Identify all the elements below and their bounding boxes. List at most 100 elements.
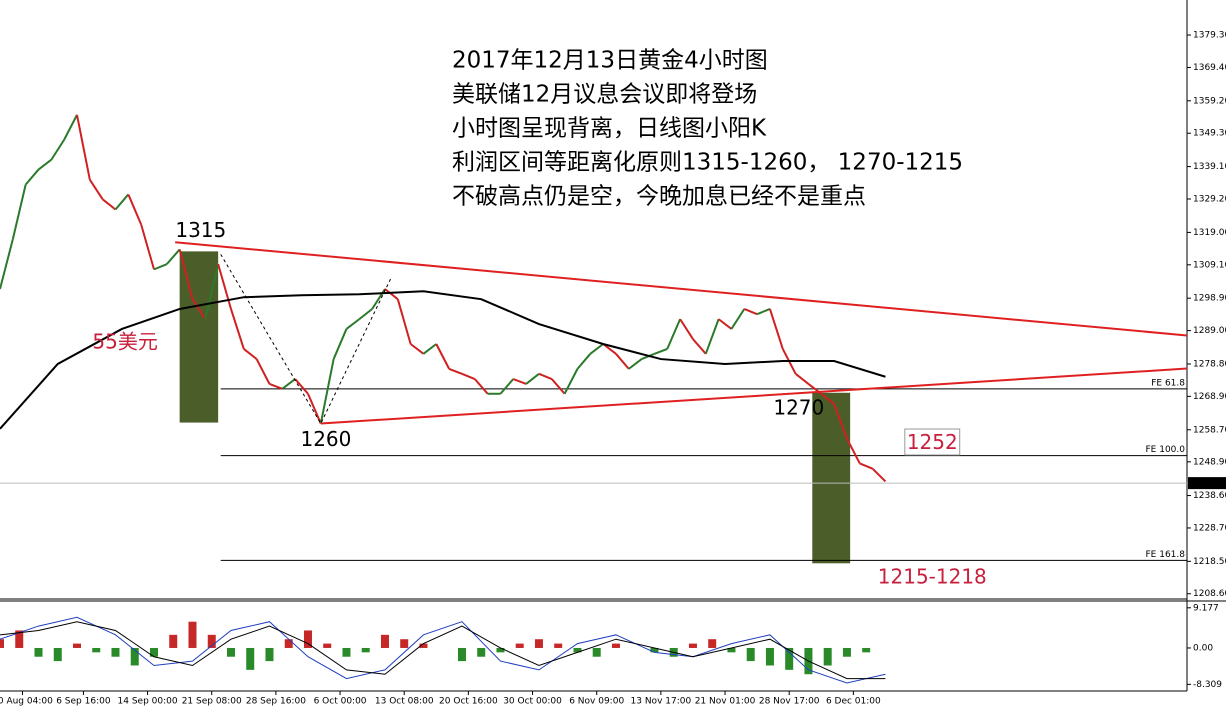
price-segment [178,249,194,300]
annotation: 1315 [175,218,226,242]
price-segment [88,179,104,200]
y-tick-label: 1379.30 [1193,31,1226,41]
price-segment [666,318,682,350]
histogram-bar [169,634,178,648]
histogram-bar [53,647,62,662]
x-tick-label: 20 Oct 16:00 [439,697,498,707]
price-segment [410,343,425,355]
histogram-bar [842,647,851,657]
y-tick-label: 1309.10 [1193,260,1226,270]
price-segment [730,308,746,330]
y-tick-label: 1349.30 [1193,129,1226,139]
price-segment [525,373,540,385]
y-tick-label: 1278.80 [1193,359,1226,369]
histogram-bar [785,647,794,670]
histogram-bar [573,647,582,653]
price-segment [255,358,271,385]
x-tick-label: 30 Aug 04:00 [0,697,53,707]
annotation: 1270 [773,395,824,419]
x-tick-label: 21 Nov 01:00 [695,697,756,707]
price-segment [846,438,861,464]
histogram-bar [650,647,659,653]
x-tick-label: 30 Oct 00:00 [503,697,562,707]
histogram-bar [72,643,81,648]
annotation: 1260 [300,427,351,451]
x-tick-label: 6 Oct 00:00 [314,697,367,707]
histogram-bar [380,634,389,648]
price-segment [358,308,373,320]
x-tick-label: 28 Nov 17:00 [759,697,820,707]
histogram-bar [265,647,274,662]
price-segment [345,318,360,330]
price-segment [127,194,143,225]
price-segment [396,298,412,345]
y-tick-label: 9.177 [1193,603,1219,613]
histogram-bar [0,639,4,648]
histogram-bar [477,647,486,657]
y-tick-label: 1369.40 [1193,63,1226,73]
price-segment [692,338,707,355]
oscillator-line [0,616,886,684]
price-segment [602,343,617,355]
price-segment [448,367,463,375]
zone [812,392,851,564]
price-segment [794,373,810,385]
price-segment [384,288,399,300]
histogram-bar [496,647,505,653]
histogram-bar [188,621,197,648]
price-segment [820,392,835,405]
histogram-bar [765,647,774,666]
title-line: 不破高点仍是空，今晚加息已经不是重点 [452,184,866,210]
histogram-bar [688,643,697,648]
price-segment [114,193,130,211]
price-segment [63,114,78,141]
y-tick-label: 1248.90 [1193,457,1226,467]
price-segment [281,378,296,390]
price-segment [24,168,40,186]
price-segment [871,468,887,483]
zigzag [220,254,392,425]
histogram-bar [111,647,120,657]
title-line: 美联储12月议息会议即将登场 [452,82,757,108]
price-segment [474,378,489,395]
price-segment [140,224,155,270]
histogram-bar [419,643,428,648]
price-segment [435,343,451,370]
price-segment [551,378,566,395]
price-segment [512,378,527,385]
x-tick-label: 6 Nov 09:00 [569,697,624,707]
price-segment [654,347,668,355]
histogram-bar [15,630,24,648]
fib-label: FE 161.8 [1146,550,1186,560]
price-segment [833,403,848,439]
annotation: 55美元 [92,330,157,354]
price-segment [332,328,348,360]
price-segment [859,462,873,470]
price-segment [307,393,322,424]
annotation: 1215-1218 [878,565,987,589]
price-segment [756,308,771,316]
histogram-bar [708,639,717,648]
histogram-bar [534,639,543,648]
x-tick-label: 13 Nov 17:00 [631,697,692,707]
trend-line [320,367,1188,425]
fib-label: FE 100.0 [1146,445,1186,455]
x-tick-label: 13 Oct 08:00 [375,697,434,707]
histogram-bar [592,647,601,657]
moving-average [0,290,886,430]
price-segment [499,378,515,395]
price-segment [768,308,784,350]
x-tick-label: 21 Sep 08:00 [182,697,242,707]
price-segment [269,383,283,390]
price-segment [153,263,168,271]
x-tick-label: 28 Sep 16:00 [246,697,306,707]
y-tick-label: 1329.20 [1193,195,1226,205]
price-segment [204,263,220,320]
zone [179,251,219,423]
histogram-bar [400,639,409,648]
y-tick-label: 1218.50 [1193,557,1226,567]
price-segment [37,158,52,171]
y-tick-label: -8.309 [1193,680,1222,690]
y-tick-label: 1208.60 [1193,589,1226,599]
